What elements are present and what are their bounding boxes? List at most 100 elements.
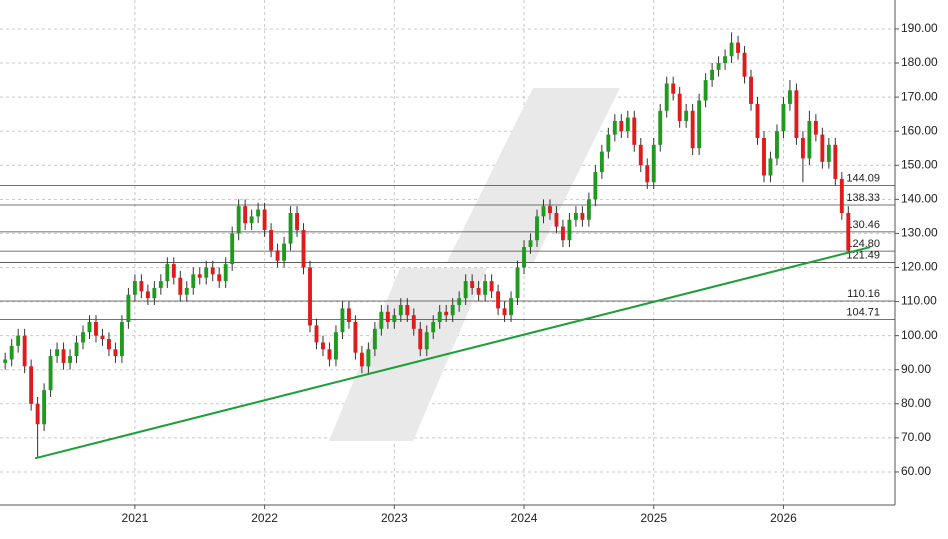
candle-body bbox=[249, 216, 254, 224]
candle-body bbox=[787, 90, 792, 104]
level-label: 138.33 bbox=[846, 192, 880, 204]
x-tick-label: 2022 bbox=[251, 511, 278, 525]
candle-body bbox=[807, 120, 812, 159]
candle-body bbox=[567, 219, 572, 241]
candle-body bbox=[833, 144, 838, 179]
level-label: 104.71 bbox=[846, 307, 880, 319]
candle-body bbox=[353, 322, 358, 353]
candle-body bbox=[184, 287, 189, 295]
y-tick-label: 110.00 bbox=[901, 294, 937, 308]
candle-body bbox=[522, 247, 526, 268]
candle-body bbox=[113, 349, 118, 357]
candle-body bbox=[736, 42, 740, 53]
candle-body bbox=[431, 322, 436, 333]
candle-body bbox=[217, 274, 222, 282]
candle-body bbox=[359, 352, 364, 367]
candle-body bbox=[145, 291, 150, 299]
axis-labels: 60.00 70.00 80.00 90.00 100.00 110.00 120.00 13… bbox=[122, 21, 938, 525]
candle-body bbox=[48, 356, 53, 391]
candle-body bbox=[846, 212, 851, 251]
candle-body bbox=[301, 230, 306, 268]
candle-body bbox=[749, 76, 753, 104]
candle-body bbox=[3, 359, 8, 363]
candle-body bbox=[308, 267, 312, 326]
candle-body bbox=[197, 274, 202, 278]
candle-body bbox=[379, 311, 384, 329]
candle-body bbox=[599, 151, 604, 173]
candle-body bbox=[457, 298, 462, 305]
candle-body bbox=[418, 328, 423, 350]
candle-body bbox=[223, 264, 228, 282]
candle-body bbox=[158, 281, 163, 288]
candles bbox=[3, 32, 851, 459]
y-tick-label: 80.00 bbox=[901, 396, 931, 410]
candle-body bbox=[262, 209, 267, 231]
x-tick-label: 2026 bbox=[770, 511, 797, 525]
x-tick-label: 2024 bbox=[511, 511, 538, 525]
candle-body bbox=[346, 308, 351, 323]
candle-body bbox=[476, 287, 481, 295]
candle-body bbox=[489, 281, 494, 292]
candle-body bbox=[107, 339, 111, 350]
candle-body bbox=[632, 117, 637, 145]
candle-body bbox=[483, 281, 488, 295]
candle-body bbox=[470, 281, 475, 288]
y-tick-label: 180.00 bbox=[901, 55, 938, 69]
y-tick-label: 70.00 bbox=[901, 430, 931, 444]
candle-body bbox=[366, 349, 371, 367]
candle-body bbox=[839, 178, 844, 213]
candle-body bbox=[612, 120, 617, 135]
candle-body bbox=[502, 308, 507, 316]
x-tick-label: 2025 bbox=[640, 511, 667, 525]
candle-body bbox=[813, 120, 818, 135]
candle-body bbox=[755, 103, 760, 139]
candle-body bbox=[710, 69, 715, 81]
candle-body bbox=[22, 335, 27, 367]
candle-body bbox=[651, 144, 656, 183]
candle-body bbox=[742, 52, 747, 77]
candle-body bbox=[703, 80, 708, 101]
plot-area bbox=[0, 0, 895, 505]
watermark bbox=[447, 88, 620, 262]
candle-body bbox=[560, 226, 565, 241]
candle-body bbox=[820, 134, 825, 162]
candle-body bbox=[230, 233, 235, 265]
candle-body bbox=[573, 212, 578, 220]
candle-body bbox=[87, 322, 92, 333]
candle-body bbox=[385, 311, 390, 323]
candle-body bbox=[794, 90, 799, 139]
candle-body bbox=[528, 240, 533, 248]
candle-body bbox=[509, 298, 514, 316]
candle-body bbox=[204, 267, 209, 278]
candle-body bbox=[723, 56, 728, 64]
candle-body bbox=[638, 144, 643, 166]
y-tick-label: 150.00 bbox=[901, 157, 938, 171]
candle-body bbox=[275, 250, 280, 261]
candle-body bbox=[424, 332, 429, 350]
candle-body bbox=[340, 308, 345, 333]
candle-body bbox=[762, 138, 766, 176]
candle-body bbox=[586, 199, 591, 220]
candle-body bbox=[119, 322, 124, 357]
watermark bbox=[329, 268, 487, 441]
candle-body bbox=[126, 294, 131, 323]
candle-body bbox=[35, 403, 40, 425]
candle-body bbox=[392, 315, 397, 323]
candle-body bbox=[437, 311, 442, 323]
candle-body bbox=[9, 345, 14, 360]
candle-body bbox=[256, 209, 261, 217]
candle-body bbox=[16, 335, 21, 346]
candle-body bbox=[768, 158, 773, 176]
level-label: 124.80 bbox=[846, 238, 880, 250]
candle-body bbox=[29, 366, 34, 404]
level-label: 144.09 bbox=[846, 172, 880, 184]
candle-body bbox=[314, 325, 319, 343]
candle-body bbox=[826, 144, 831, 162]
candle-body bbox=[61, 349, 66, 363]
candle-body bbox=[625, 117, 630, 132]
candle-body bbox=[327, 349, 332, 360]
candle-body bbox=[535, 216, 539, 241]
candle-body bbox=[74, 342, 79, 357]
candle-body bbox=[405, 304, 410, 316]
candle-body bbox=[697, 100, 702, 149]
